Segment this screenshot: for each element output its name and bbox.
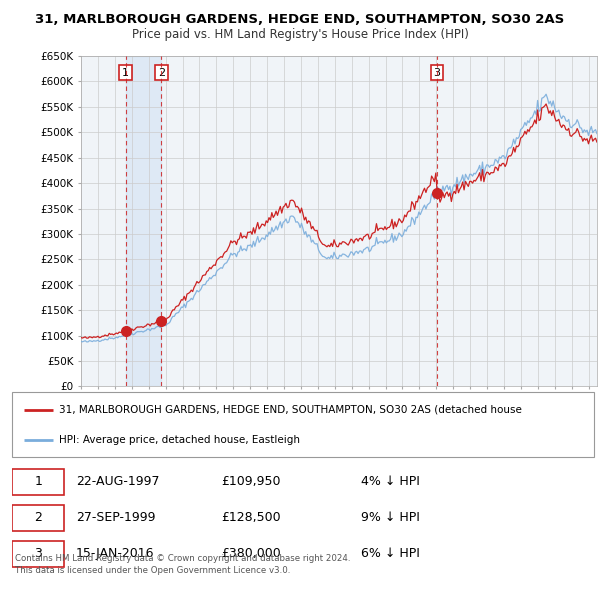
- Text: 22-AUG-1997: 22-AUG-1997: [76, 475, 160, 488]
- Text: 27-SEP-1999: 27-SEP-1999: [76, 511, 155, 525]
- FancyBboxPatch shape: [12, 540, 64, 567]
- Text: 31, MARLBOROUGH GARDENS, HEDGE END, SOUTHAMPTON, SO30 2AS (detached house: 31, MARLBOROUGH GARDENS, HEDGE END, SOUT…: [59, 405, 521, 415]
- Text: 9% ↓ HPI: 9% ↓ HPI: [361, 511, 420, 525]
- Text: 15-JAN-2016: 15-JAN-2016: [76, 548, 155, 560]
- Text: 1: 1: [122, 68, 129, 78]
- Text: 31, MARLBOROUGH GARDENS, HEDGE END, SOUTHAMPTON, SO30 2AS: 31, MARLBOROUGH GARDENS, HEDGE END, SOUT…: [35, 13, 565, 26]
- Text: HPI: Average price, detached house, Eastleigh: HPI: Average price, detached house, East…: [59, 435, 299, 445]
- Text: 1: 1: [34, 475, 42, 488]
- Bar: [125, 56, 161, 386]
- Text: Contains HM Land Registry data © Crown copyright and database right 2024.
This d: Contains HM Land Registry data © Crown c…: [15, 555, 350, 575]
- Text: £380,000: £380,000: [221, 548, 281, 560]
- Text: 3: 3: [433, 68, 440, 78]
- Text: Price paid vs. HM Land Registry's House Price Index (HPI): Price paid vs. HM Land Registry's House …: [131, 28, 469, 41]
- FancyBboxPatch shape: [12, 468, 64, 495]
- FancyBboxPatch shape: [12, 504, 64, 531]
- Text: 6% ↓ HPI: 6% ↓ HPI: [361, 548, 420, 560]
- Text: 2: 2: [34, 511, 42, 525]
- Text: £128,500: £128,500: [221, 511, 281, 525]
- Text: 3: 3: [34, 548, 42, 560]
- Text: 4% ↓ HPI: 4% ↓ HPI: [361, 475, 420, 488]
- Text: £109,950: £109,950: [221, 475, 281, 488]
- Text: 2: 2: [158, 68, 165, 78]
